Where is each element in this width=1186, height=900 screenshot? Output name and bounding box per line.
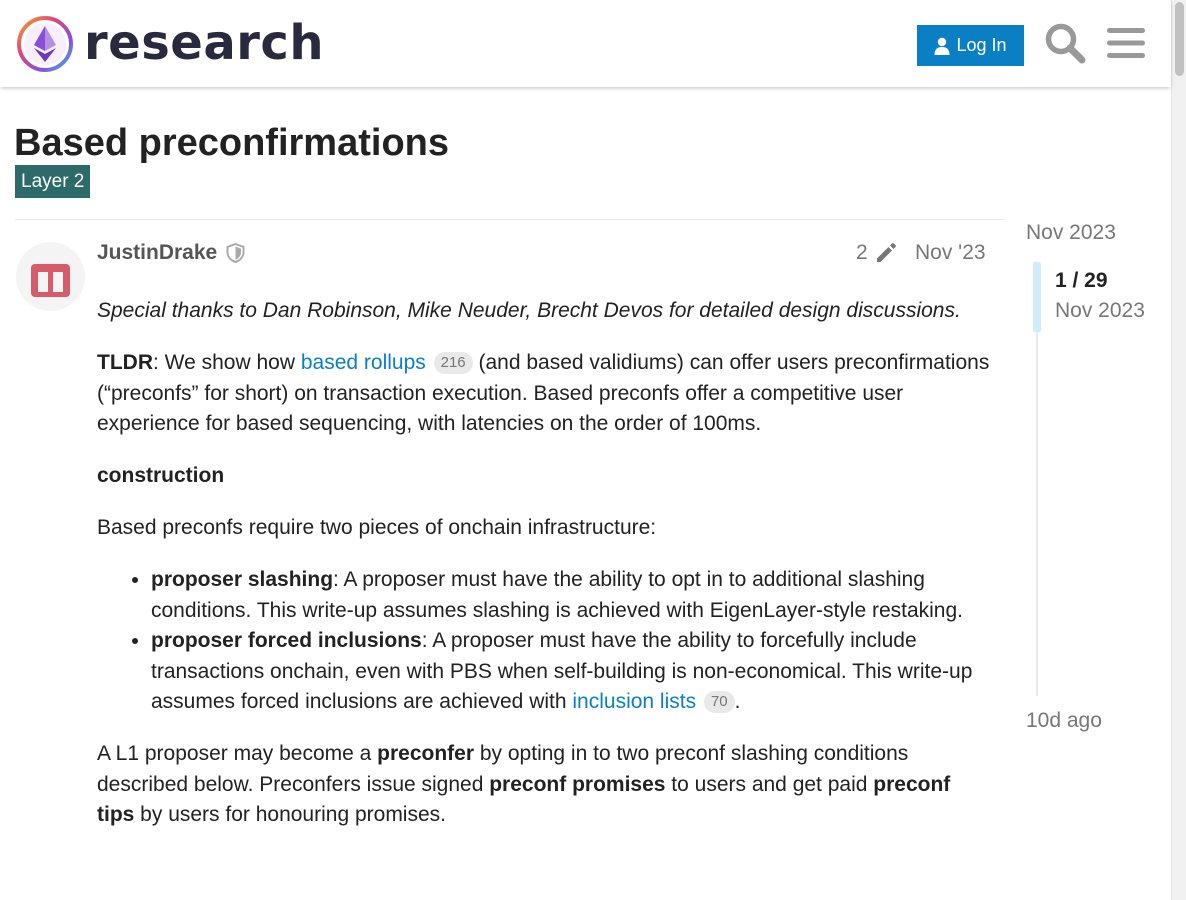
timeline-counter-date: Nov 2023 [1055,299,1145,322]
list-item-text: : A proposer must have the ability to op… [151,568,963,622]
preconfer-paragraph: A L1 proposer may become a preconfer by … [97,739,992,831]
section-heading-text: construction [97,464,225,487]
avatar-icon [31,264,70,297]
link-click-count-badge: 70 [703,691,735,713]
timeline-track[interactable] [1036,262,1038,696]
term-preconf-tips: preconf tips [97,772,951,827]
topic-title[interactable]: Based preconfirmations [14,122,449,164]
list-item-term: proposer forced inclusions [151,629,422,652]
pencil-icon [876,243,896,262]
timeline-end-date[interactable]: 10d ago [1026,709,1102,732]
title-divider [15,219,1004,220]
intro-paragraph: Based preconfs require two pieces of onc… [97,516,657,539]
hamburger-menu-icon[interactable] [1107,26,1145,60]
research-logo-icon[interactable] [16,15,74,73]
section-heading: construction [97,461,992,492]
inclusion-lists-link[interactable]: inclusion lists [572,690,697,713]
site-header: research Log In [0,0,1171,87]
tldr-post: (and based validiums) can offer users pr… [97,351,990,435]
text-span: by opting in to two preconf slashing con… [97,742,909,796]
tldr-label: TLDR [97,351,153,374]
term-preconf-promises: preconf promises [489,772,666,796]
post-username[interactable]: JustinDrake [97,241,218,264]
search-icon[interactable] [1044,22,1086,64]
timeline-start-date[interactable]: Nov 2023 [1026,221,1116,244]
tldr-pre: : We show how [153,351,301,374]
page-scrollbar[interactable] [1171,0,1186,900]
timeline-post-counter[interactable]: 1 / 29 [1055,269,1108,292]
text-span: to users and get paid [665,772,874,796]
edit-count: 2 [856,241,868,264]
tldr-paragraph: TLDR: We show how based rollups 216 (and… [97,348,992,440]
user-icon [934,37,950,55]
list-item-tail: . [734,690,741,713]
scrollbar-thumb[interactable] [1175,2,1184,76]
post-body: Special thanks to Dan Robinson, Mike Neu… [97,296,992,852]
list-item-term: proposer slashing [151,568,334,591]
thanks-paragraph: Special thanks to Dan Robinson, Mike Neu… [97,296,992,327]
list-item-text: : A proposer must have the ability to fo… [151,629,973,713]
brand-name[interactable]: research [84,15,325,71]
thanks-text: Special thanks to Dan Robinson, Mike Neu… [97,299,961,322]
timeline-scroll-handle[interactable] [1033,262,1041,332]
category-badge[interactable]: Layer 2 [15,165,91,198]
infrastructure-list: proposer slashing: A proposer must have … [151,565,992,718]
moderator-shield-icon [226,243,245,263]
term-preconfer: preconfer [377,742,475,765]
avatar[interactable] [16,242,85,311]
list-item: proposer forced inclusions: A proposer m… [151,626,992,718]
login-label: Log In [956,35,1007,55]
text-span: by users for honouring promises. [134,803,446,826]
text-span: A L1 proposer may become a [97,742,378,765]
login-button[interactable]: Log In [917,25,1024,66]
based-rollups-link[interactable]: based rollups [300,351,426,374]
link-click-count-badge: 216 [433,352,473,374]
edit-history-button[interactable]: 2 [856,240,898,266]
list-item: proposer slashing: A proposer must have … [151,565,992,626]
post-date[interactable]: Nov '23 [915,241,986,264]
